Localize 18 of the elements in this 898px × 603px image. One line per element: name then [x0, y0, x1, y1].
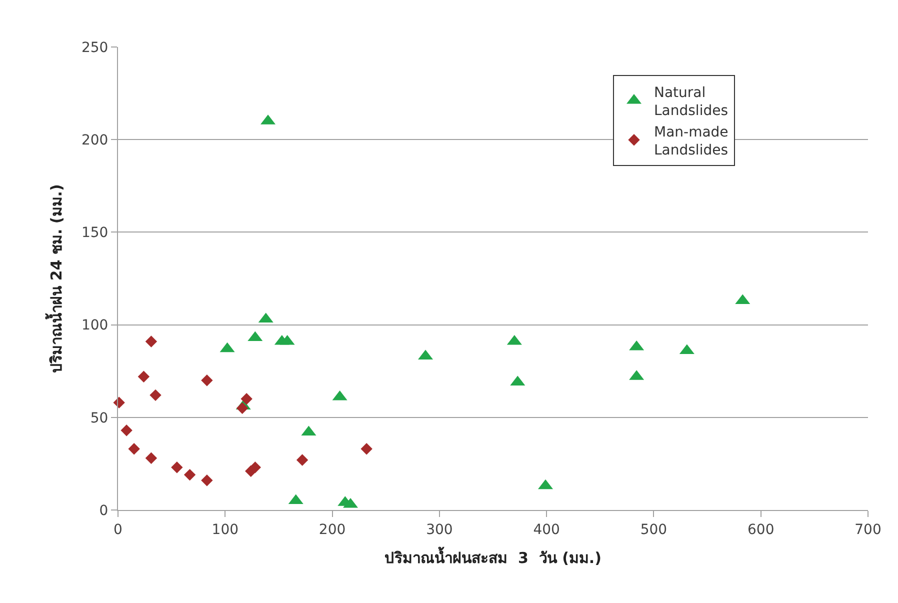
legend-label: Man-made Landslides: [654, 124, 728, 158]
y-tick-label: 150: [81, 225, 108, 242]
y-tick-label: 250: [81, 40, 108, 56]
x-tick-label: 700: [854, 522, 882, 538]
y-tick-label: 200: [81, 132, 108, 148]
x-tick-label: 0: [114, 522, 122, 538]
y-tick-label: 50: [90, 410, 108, 426]
x-axis-title: ปริมาณน้ำฝนสะสม 3 วัน (มม.): [384, 546, 602, 567]
y-tick-label: 100: [81, 318, 108, 334]
y-axis-title: ปริมาณน้ำฝน 24 ชม. (มม.): [44, 184, 66, 373]
x-tick-label: 100: [212, 522, 239, 538]
x-tick-label: 500: [640, 522, 668, 538]
x-tick-label: 300: [426, 522, 453, 538]
x-tick-label: 400: [533, 522, 560, 538]
x-tick-label: 200: [318, 522, 346, 538]
y-tick-label: 0: [99, 502, 108, 519]
x-tick-label: 600: [747, 522, 774, 538]
legend-label: Natural Landslides: [654, 84, 728, 120]
